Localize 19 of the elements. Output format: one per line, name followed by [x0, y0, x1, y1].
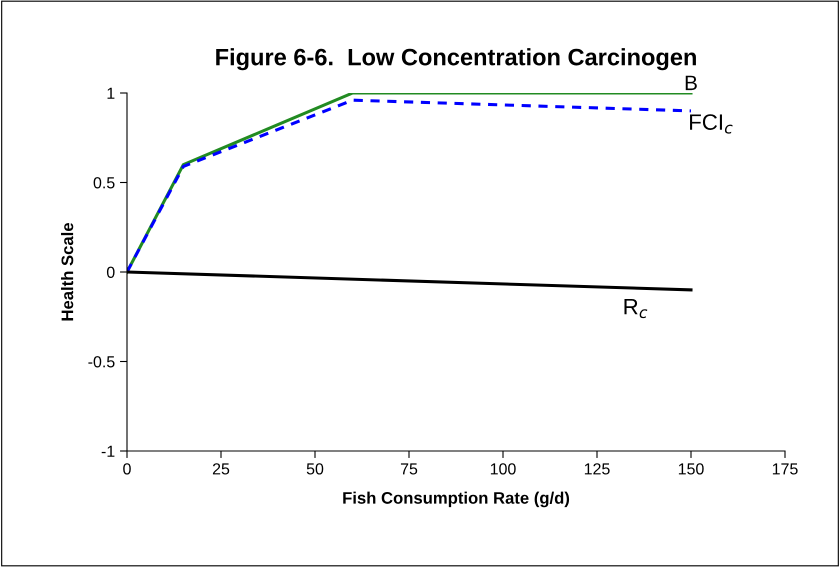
y-tick-label: 1	[108, 88, 114, 99]
y-tick-label: 0	[106, 266, 115, 278]
y-tick-label: -0.5	[88, 356, 115, 368]
series-label: B	[686, 76, 697, 90]
series-label: FCI$_{c}$	[690, 114, 733, 134]
x-tick-label: 50	[306, 463, 324, 475]
x-tick-label: 150	[678, 463, 704, 475]
x-axis-title: Fish Consumption Rate (g/d)	[343, 492, 570, 508]
series-label: R$_{c}$	[624, 299, 648, 318]
x-tick-label: 125	[584, 463, 610, 475]
x-tick-label: 0	[123, 463, 131, 475]
y-tick-label: 0.5	[94, 177, 115, 188]
y-axis-title: Health Scale	[61, 223, 74, 320]
x-tick-label: 75	[400, 463, 418, 475]
y-tick-label: -1	[102, 446, 114, 457]
x-tick-label: 100	[490, 463, 516, 475]
chart-title: Figure 6-6. Low Concentration Carcinogen	[216, 48, 696, 70]
x-tick-label: 25	[212, 463, 230, 475]
x-tick-label: 175	[772, 463, 798, 475]
